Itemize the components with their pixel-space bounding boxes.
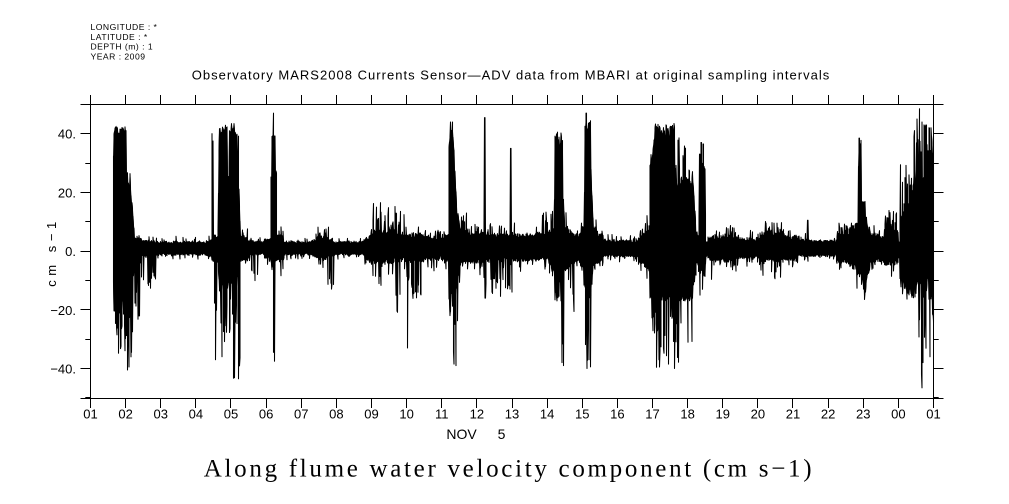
svg-text:−40.: −40. xyxy=(50,362,76,377)
svg-text:07: 07 xyxy=(294,407,308,422)
svg-text:5: 5 xyxy=(498,426,506,442)
svg-text:01: 01 xyxy=(926,407,940,422)
svg-text:19: 19 xyxy=(716,407,730,422)
svg-text:12: 12 xyxy=(470,407,484,422)
svg-text:02: 02 xyxy=(118,407,132,422)
svg-text:NOV: NOV xyxy=(446,426,477,442)
svg-text:10: 10 xyxy=(399,407,413,422)
svg-text:23: 23 xyxy=(856,407,870,422)
svg-text:LATITUDE : *: LATITUDE : * xyxy=(91,32,148,42)
svg-text:20.: 20. xyxy=(58,185,76,200)
svg-text:17: 17 xyxy=(645,407,659,422)
svg-text:09: 09 xyxy=(364,407,378,422)
svg-text:03: 03 xyxy=(154,407,168,422)
svg-text:DEPTH (m) : 1: DEPTH (m) : 1 xyxy=(91,42,154,52)
svg-text:Along flume water velocity com: Along flume water velocity component (cm… xyxy=(204,456,814,483)
svg-text:16: 16 xyxy=(610,407,624,422)
svg-text:Observatory MARS2008 Currents: Observatory MARS2008 Currents Sensor—ADV… xyxy=(192,68,831,83)
svg-text:22: 22 xyxy=(821,407,835,422)
svg-text:LONGITUDE : *: LONGITUDE : * xyxy=(91,22,158,32)
svg-text:06: 06 xyxy=(259,407,273,422)
svg-text:13: 13 xyxy=(505,407,519,422)
svg-text:14: 14 xyxy=(540,407,554,422)
svg-text:20: 20 xyxy=(751,407,765,422)
svg-text:05: 05 xyxy=(224,407,238,422)
svg-text:04: 04 xyxy=(189,407,203,422)
svg-text:YEAR : 2009: YEAR : 2009 xyxy=(91,51,146,61)
svg-text:11: 11 xyxy=(435,407,449,422)
svg-text:−20.: −20. xyxy=(50,303,76,318)
svg-text:0.: 0. xyxy=(65,244,76,259)
svg-text:01: 01 xyxy=(83,407,97,422)
svg-text:18: 18 xyxy=(680,407,694,422)
svg-text:15: 15 xyxy=(575,407,589,422)
svg-text:40.: 40. xyxy=(58,127,76,142)
svg-text:00: 00 xyxy=(891,407,905,422)
svg-text:08: 08 xyxy=(329,407,343,422)
svg-text:21: 21 xyxy=(786,407,800,422)
svg-text:cm s−1: cm s−1 xyxy=(44,217,59,287)
